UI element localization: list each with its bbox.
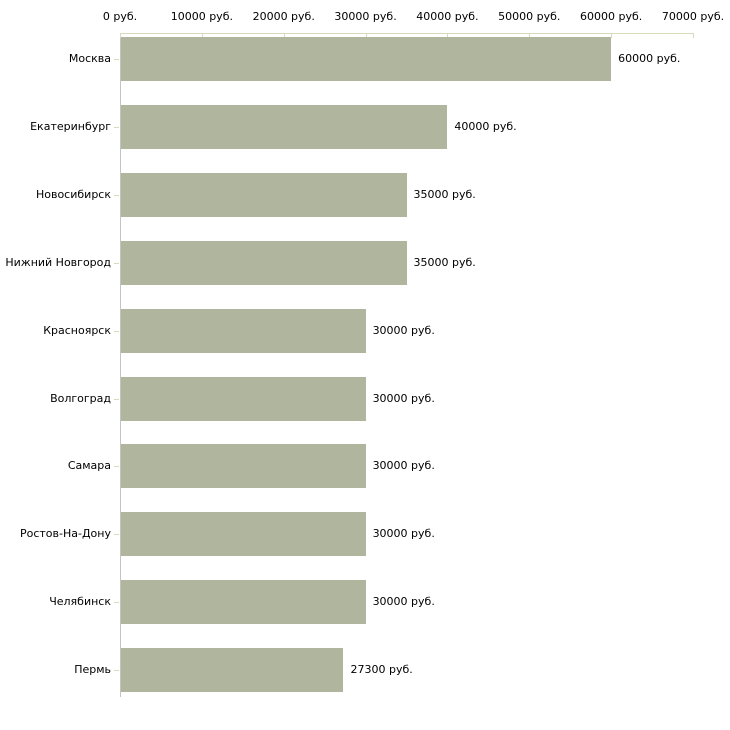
bar	[121, 104, 448, 149]
x-axis-line	[120, 33, 694, 34]
bar	[121, 308, 366, 353]
category-tick	[114, 534, 119, 535]
x-axis-tick-label: 40000 руб.	[416, 10, 479, 23]
category-label: Красноярск	[43, 324, 111, 337]
x-axis-tick-label: 10000 руб.	[170, 10, 233, 23]
bar	[121, 580, 366, 625]
x-axis-tick	[447, 33, 449, 38]
x-axis-tick	[693, 33, 694, 38]
category-tick	[114, 670, 119, 671]
x-axis-tick	[201, 33, 203, 38]
bar	[121, 376, 366, 421]
bar	[121, 240, 407, 285]
x-axis-tick-label: 60000 руб.	[580, 10, 643, 23]
category-label: Волгоград	[50, 392, 111, 405]
x-axis-tick	[120, 33, 121, 38]
x-axis-tick	[283, 33, 285, 38]
value-label: 35000 руб.	[413, 188, 476, 201]
value-label: 60000 руб.	[618, 52, 681, 65]
category-label: Новосибирск	[35, 188, 111, 201]
category-tick	[114, 602, 119, 603]
value-label: 27300 руб.	[350, 663, 413, 676]
y-axis-line	[120, 33, 121, 697]
category-tick	[114, 127, 119, 128]
category-label: Челябинск	[49, 595, 111, 608]
category-label: Самара	[67, 459, 111, 472]
value-label: 35000 руб.	[413, 256, 476, 269]
x-axis-tick-label: 0 руб.	[102, 10, 138, 23]
value-label: 40000 руб.	[454, 120, 517, 133]
x-axis-tick-label: 50000 руб.	[498, 10, 561, 23]
x-axis-tick-label: 30000 руб.	[334, 10, 397, 23]
x-axis-tick-label: 70000 руб.	[661, 10, 725, 23]
value-label: 30000 руб.	[372, 392, 435, 405]
category-label: Москва	[68, 52, 111, 65]
category-tick	[114, 331, 119, 332]
value-label: 30000 руб.	[372, 527, 435, 540]
value-label: 30000 руб.	[372, 459, 435, 472]
category-label: Нижний Новгород	[5, 256, 111, 269]
bar	[121, 648, 344, 693]
category-label: Ростов-На-Дону	[19, 527, 111, 540]
x-axis-tick	[611, 33, 613, 38]
bar	[121, 37, 612, 81]
category-tick	[114, 59, 119, 60]
bar	[121, 172, 407, 217]
category-tick	[114, 263, 119, 264]
x-axis-tick	[529, 33, 531, 38]
value-label: 30000 руб.	[372, 595, 435, 608]
category-tick	[114, 195, 119, 196]
value-label: 30000 руб.	[372, 324, 435, 337]
x-axis-tick	[365, 33, 367, 38]
bar	[121, 444, 366, 489]
category-tick	[114, 466, 119, 467]
category-tick	[114, 399, 119, 400]
category-label: Пермь	[74, 663, 111, 676]
x-axis-tick-label: 20000 руб.	[252, 10, 315, 23]
category-label: Екатеринбург	[30, 120, 111, 133]
bar	[121, 512, 366, 557]
